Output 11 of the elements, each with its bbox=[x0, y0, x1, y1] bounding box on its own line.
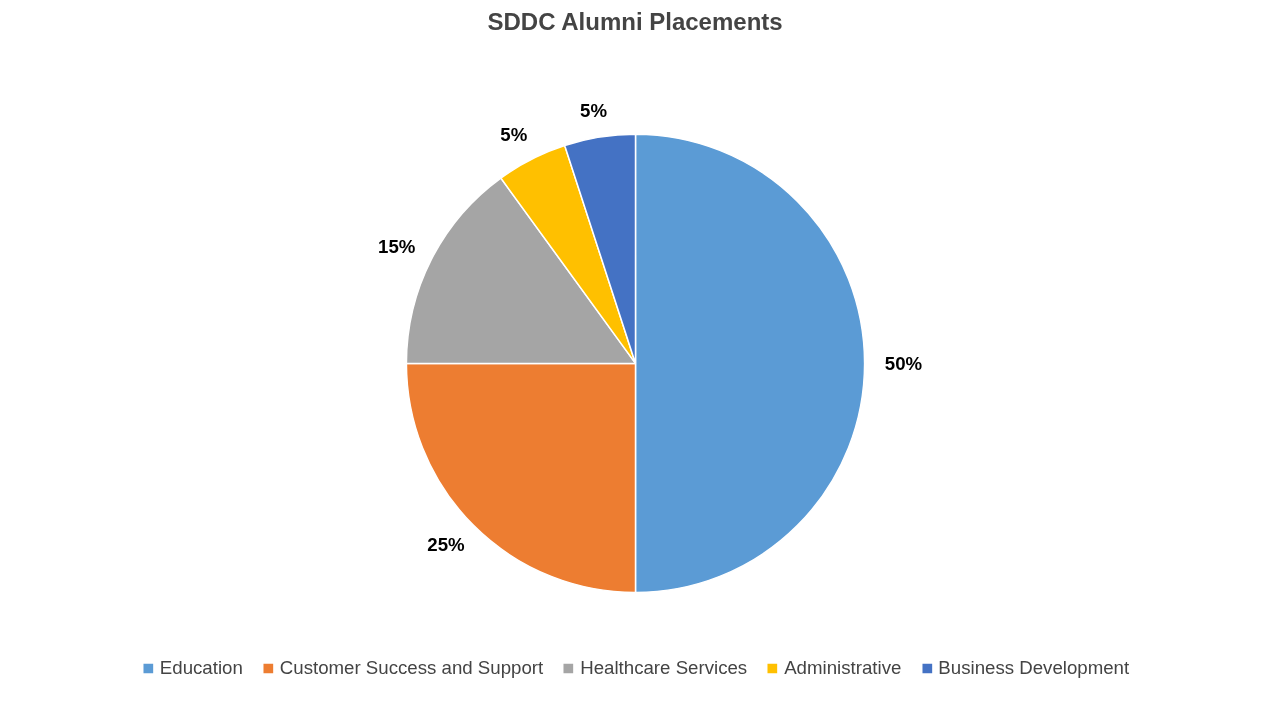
legend-label: Business Development bbox=[938, 657, 1130, 679]
data-label: 5% bbox=[500, 124, 528, 146]
legend-label: Healthcare Services bbox=[580, 657, 748, 679]
chart-title: SDDC Alumni Placements bbox=[487, 7, 783, 35]
legend-label: Customer Success and Support bbox=[279, 657, 544, 679]
legend-label: Education bbox=[159, 657, 243, 679]
data-label: 15% bbox=[378, 236, 416, 258]
data-label: 5% bbox=[580, 99, 608, 121]
legend-label: Administrative bbox=[784, 657, 902, 679]
data-label: 50% bbox=[884, 352, 923, 374]
data-label: 25% bbox=[427, 534, 466, 556]
